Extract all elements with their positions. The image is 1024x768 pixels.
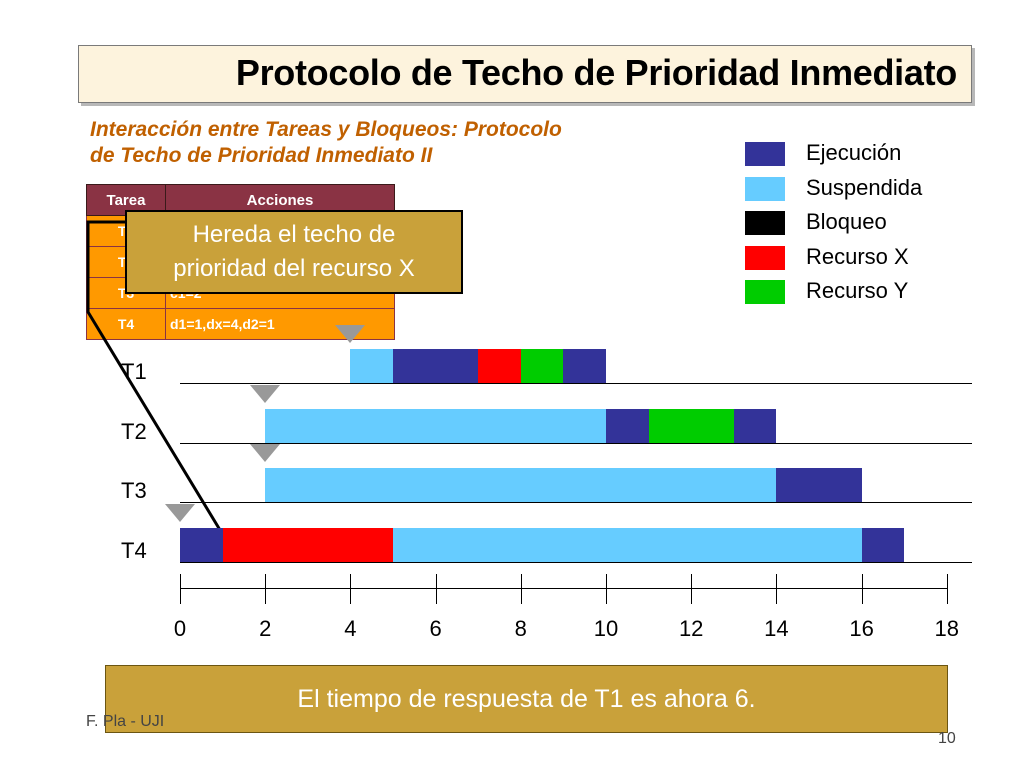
arrival-marker (165, 504, 195, 522)
gantt-segment (393, 349, 479, 383)
x-tick (691, 574, 693, 604)
legend-swatch (745, 245, 785, 270)
gantt-segment (861, 528, 905, 562)
row-baseline (180, 383, 972, 384)
legend-item: Recurso Y (745, 278, 975, 304)
row-baseline (180, 562, 972, 563)
x-tick (350, 574, 352, 604)
callout-line-2: prioridad del recurso X (173, 255, 415, 282)
gantt-segment (222, 528, 393, 562)
arrival-marker (250, 385, 281, 403)
gantt-segment (180, 528, 223, 562)
row-label: T1 (121, 359, 147, 384)
legend-label: Recurso X (806, 243, 909, 269)
row-baseline (180, 502, 972, 503)
footer-note: El tiempo de respuesta de T1 es ahora 6. (105, 665, 948, 733)
x-tick (946, 574, 948, 604)
subtitle-line-1: Interacción entre Tareas y Bloqueos: Pro… (90, 118, 562, 141)
row-label: T2 (121, 419, 147, 444)
subtitle: Interacción entre Tareas y Bloqueos: Pro… (90, 117, 690, 169)
gantt-segment (265, 468, 777, 502)
x-tick-label: 14 (764, 616, 789, 641)
gantt-segment (606, 409, 649, 443)
x-tick-label: 8 (514, 616, 527, 641)
gantt-segment (733, 409, 777, 443)
x-tick-label: 16 (849, 616, 874, 641)
title-box: Protocolo de Techo de Prioridad Inmediat… (78, 45, 972, 103)
x-tick-label: 12 (678, 616, 704, 641)
row-label: T3 (121, 478, 147, 503)
gantt-segment (265, 409, 606, 443)
gantt-segment (648, 409, 734, 443)
gantt-segment (350, 349, 393, 383)
legend-item: Bloqueo (745, 209, 975, 235)
legend-item: Ejecución (745, 140, 975, 166)
legend-swatch (745, 280, 785, 304)
arrival-marker (335, 325, 366, 343)
task-name: T4 (86, 308, 166, 340)
page-number: 10 (938, 730, 956, 747)
callout-line-1: Hereda el techo de (192, 221, 396, 248)
legend-label: Suspendida (806, 174, 923, 200)
legend-label: Ejecución (806, 140, 902, 165)
x-tick (776, 574, 778, 604)
gantt-segment (776, 468, 862, 502)
x-tick-label: 10 (593, 616, 619, 641)
x-tick (180, 574, 181, 604)
legend-label: Bloqueo (806, 209, 887, 234)
x-axis-line (180, 588, 947, 589)
x-tick-label: 18 (934, 616, 960, 641)
x-tick-label: 2 (259, 616, 272, 641)
row-label: T4 (121, 538, 147, 563)
x-tick-label: 0 (173, 616, 187, 641)
x-tick (861, 574, 863, 604)
x-tick-label: 6 (429, 616, 442, 641)
x-tick-label: 4 (344, 616, 357, 641)
row-baseline (180, 443, 972, 444)
subtitle-line-2: de Techo de Prioridad Inmediato II (90, 144, 433, 167)
arrival-marker (250, 444, 281, 462)
author-label: F. Pla - UJI (86, 713, 165, 730)
legend-item: Recurso X (745, 244, 975, 270)
x-tick (435, 574, 437, 604)
legend-swatch (745, 176, 785, 201)
legend-item: Suspendida (745, 175, 975, 201)
callout-box: Hereda el techo de prioridad del recurso… (125, 210, 463, 294)
legend-label: Recurso Y (806, 278, 909, 303)
legend-swatch (745, 211, 785, 235)
slide-title: Protocolo de Techo de Prioridad Inmediat… (235, 52, 957, 93)
x-tick (606, 574, 607, 604)
gantt-segment (393, 528, 862, 562)
x-tick (520, 574, 522, 604)
gantt-segment (563, 349, 606, 383)
gantt-segment (478, 349, 521, 383)
gantt-segment (520, 349, 564, 383)
legend-swatch (745, 142, 785, 166)
x-tick (265, 574, 267, 604)
